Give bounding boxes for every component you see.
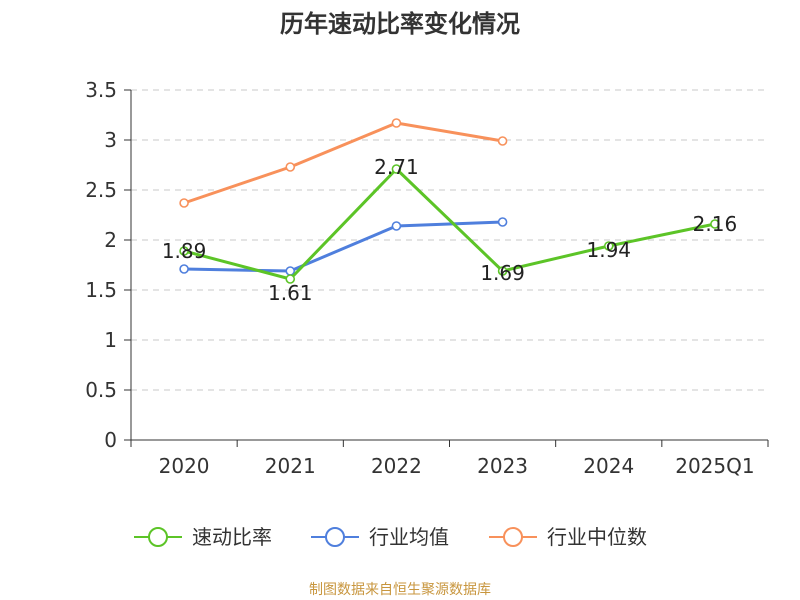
series-line	[183, 167, 716, 281]
data-point	[285, 274, 296, 284]
legend-swatch-marker	[325, 527, 345, 547]
legend-label: 速动比率	[192, 525, 272, 549]
legend: 速动比率 行业均值 行业中位数	[134, 525, 647, 549]
data-label: 1.89	[162, 239, 207, 263]
y-tick-label: 2	[104, 228, 117, 252]
series-layer	[179, 118, 720, 284]
data-labels: 1.89 1.61 2.71 1.69 1.94 2.16	[162, 155, 737, 305]
legend-swatch-marker	[503, 527, 523, 547]
x-tick-label: 2021	[265, 454, 316, 478]
x-tick-label: 2022	[371, 454, 422, 478]
data-point	[391, 118, 402, 128]
data-point	[497, 136, 508, 146]
y-tick-label: 0	[104, 428, 117, 452]
data-point	[603, 241, 614, 251]
x-tick-label: 2024	[583, 454, 634, 478]
y-tick-label: 2.5	[85, 178, 117, 202]
data-label: 1.61	[268, 281, 313, 305]
data-point	[497, 266, 508, 276]
data-point	[179, 246, 189, 256]
grid-lines	[131, 89, 768, 391]
y-tick-label: 0.5	[85, 378, 117, 402]
data-point	[179, 198, 189, 208]
data-label: 2.71	[374, 155, 419, 179]
series-line	[183, 121, 503, 205]
legend-label: 行业中位数	[547, 525, 647, 549]
axes	[130, 90, 768, 441]
x-tick-label: 2023	[477, 454, 528, 478]
legend-swatch-marker	[148, 527, 168, 547]
chart-title: 历年速动比率变化情况	[280, 10, 520, 38]
data-point	[391, 164, 402, 174]
data-point	[497, 217, 508, 227]
y-tick-label: 1	[104, 328, 117, 352]
data-point	[285, 266, 296, 276]
data-label: 2.16	[693, 212, 738, 236]
series-line	[184, 220, 503, 273]
data-point	[179, 264, 189, 274]
y-tick-label: 3	[104, 128, 117, 152]
y-tick-label: 1.5	[85, 278, 117, 302]
source-note: 制图数据来自恒生聚源数据库	[309, 582, 491, 598]
data-label: 1.69	[480, 261, 525, 285]
data-point	[710, 219, 720, 229]
data-point	[285, 162, 296, 172]
data-point	[391, 221, 402, 231]
y-tick-label: 3.5	[85, 78, 117, 102]
x-tick-label: 2020	[159, 454, 210, 478]
data-label: 1.94	[586, 238, 631, 262]
y-axis-ticks: 0 0.5 1 1.5 2 2.5 3 3.5	[85, 78, 131, 452]
legend-label: 行业均值	[369, 525, 449, 549]
x-tick-label: 2025Q1	[675, 454, 754, 478]
x-axis-ticks: 2020 2021 2022 2023 2024 2025Q1	[130, 440, 769, 478]
